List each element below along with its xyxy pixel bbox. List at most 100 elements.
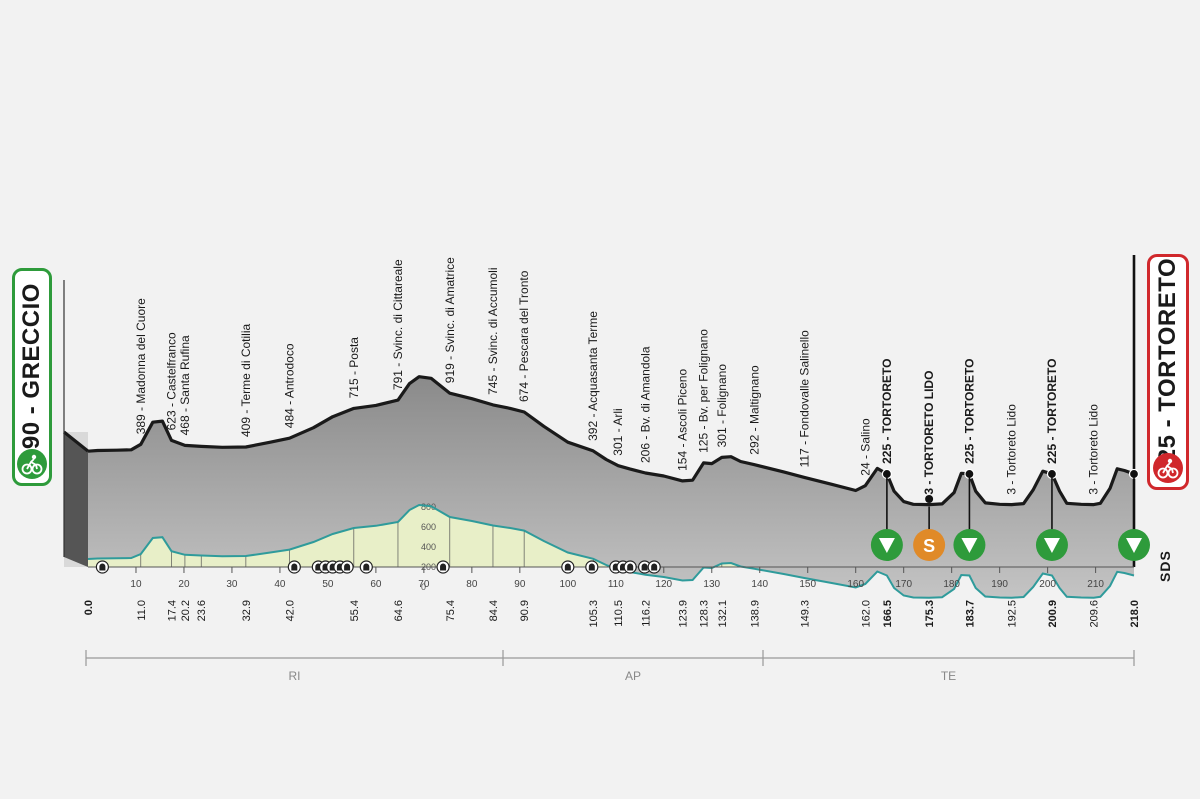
- distance-tick-label: 120: [655, 579, 672, 590]
- km-label: 116.2: [641, 600, 653, 627]
- waypoint-label: 623 - Castelfranco: [165, 332, 179, 430]
- km-label: 209.6: [1089, 600, 1101, 628]
- tunnel-arch: [564, 563, 571, 571]
- tunnel-icon: [623, 560, 637, 574]
- waypoint-label: 484 - Antrodoco: [283, 343, 297, 428]
- green-marker-arrow: [1043, 538, 1060, 553]
- waypoint-label: 225 - TORTORETO: [880, 359, 894, 464]
- sprint-label: S: [923, 536, 935, 556]
- waypoint-label: 225 - TORTORETO: [962, 359, 976, 464]
- altitude-tick-label: 600: [421, 522, 436, 532]
- km-label: 55.4: [349, 600, 361, 621]
- sprint-dot: [925, 495, 934, 503]
- tunnel-arch: [627, 563, 634, 571]
- waypoint-label: 715 - Posta: [347, 337, 361, 399]
- distance-tick-label: 130: [703, 579, 720, 590]
- green-marker-arrow: [1126, 538, 1142, 553]
- green-marker-arrow: [961, 538, 978, 553]
- start-badge: 390 - GRECCIO: [12, 268, 52, 486]
- distance-tick-label: 110: [608, 579, 624, 590]
- finish-label: 225 - TORTORETO: [1154, 258, 1181, 477]
- km-label: 110.5: [613, 600, 625, 627]
- waypoint-label: 301 - Folignano: [715, 364, 729, 448]
- tunnel-icon: [647, 560, 661, 574]
- start-label: 390 - GRECCIO: [18, 282, 45, 463]
- km-label: 200.9: [1047, 600, 1059, 628]
- waypoint-label: 206 - Bv. di Amandola: [639, 346, 653, 463]
- waypoint-label: 301 - Arli: [611, 408, 625, 455]
- waypoint-label: 3 - Tortoreto Lido: [1087, 404, 1101, 495]
- km-label: 17.4: [167, 600, 179, 621]
- km-label: 64.6: [393, 600, 405, 621]
- distance-tick-label: 150: [799, 579, 816, 590]
- waypoint-label: 117 - Fondovalle Salinello: [797, 330, 811, 468]
- waypoint-label: 3 - Tortoreto Lido: [1005, 404, 1019, 495]
- km-label: 166.5: [882, 600, 894, 628]
- km-label: 32.9: [241, 600, 253, 621]
- tunnel-icon: [95, 560, 109, 574]
- waypoint-label: 292 - Maltignano: [748, 365, 762, 455]
- tunnel-icons: [95, 560, 661, 574]
- km-label: 138.9: [750, 600, 762, 628]
- km-label: 192.5: [1007, 600, 1019, 628]
- tunnel-icon: [359, 560, 373, 574]
- km-labels: 0.0 11.0 17.4 20.2 23.6 32.9 42.0 55.4 64.6 75.4 8…: [83, 600, 1141, 628]
- sprint-marker: [913, 529, 946, 561]
- tunnel-icon: [561, 560, 575, 574]
- km-label: 175.3: [924, 600, 936, 628]
- province-label: RI: [289, 669, 301, 683]
- cyclist-start-icon: [17, 449, 47, 479]
- tunnel-icon: [637, 560, 652, 574]
- distance-tick-label: 50: [322, 579, 334, 590]
- cyclist-finish-icon: [1153, 453, 1183, 483]
- waypoint-label: 24 - Salino: [858, 418, 872, 476]
- waypoint-labels: 389 - Madonna del Cuore 623 - Castelfranc…: [134, 257, 1101, 495]
- province-label: AP: [625, 669, 641, 683]
- waypoint-label: 3 - TORTORETO LIDO: [922, 371, 936, 495]
- brand-text: SDS: [1157, 550, 1173, 582]
- tunnel-arch: [291, 563, 298, 571]
- tunnel-arch: [99, 563, 106, 571]
- waypoint-label: 468 - Santa Rufina: [178, 335, 192, 435]
- tunnel-arch: [344, 563, 351, 571]
- distance-tick-label: 60: [370, 579, 382, 590]
- tunnel-arch: [641, 563, 648, 571]
- waypoint-label: 392 - Acquasanta Terme: [586, 311, 600, 441]
- tunnel-arch: [363, 563, 370, 571]
- tunnel-arch: [440, 563, 447, 571]
- waypoint-label: 225 - TORTORETO: [1045, 359, 1059, 464]
- waypoint-label: 409 - Terme di Cotilia: [239, 324, 253, 437]
- km-label: 75.4: [445, 600, 457, 621]
- km-label: 123.9: [678, 600, 690, 628]
- km-label: 42.0: [285, 600, 297, 621]
- tunnel-icon: [287, 560, 301, 574]
- km-label: 90.9: [519, 600, 531, 621]
- waypoint-label: 154 - Ascoli Piceno: [676, 369, 690, 471]
- km-label: 84.4: [488, 600, 500, 621]
- waypoint-label: 745 - Svinc. di Accumoli: [486, 268, 500, 395]
- km-label: 162.0: [860, 600, 872, 628]
- tunnel-icon: [436, 560, 450, 574]
- distance-tick-label: 140: [751, 579, 768, 590]
- km-label: 0.0: [83, 600, 95, 615]
- altitude-tick-label: 800: [421, 502, 436, 512]
- waypoint-label: 791 - Svinc. di Cittareale: [391, 259, 405, 390]
- km-label: 105.3: [588, 600, 600, 628]
- start-ramp-face: [64, 432, 88, 567]
- altitude-tick-label: 400: [421, 542, 436, 552]
- ridge-path: [87, 375, 1135, 507]
- start-ridge: [63, 430, 89, 453]
- brand-logo: SDS: [1157, 550, 1173, 582]
- distance-tick-label: 10: [130, 579, 142, 590]
- tunnel-icon: [340, 560, 354, 574]
- distance-tick-label: 200: [1039, 579, 1056, 590]
- tunnel-icon: [585, 560, 599, 574]
- distance-tick-label: 190: [991, 579, 1008, 590]
- km-label: 149.3: [799, 600, 811, 628]
- distance-tick-label: 90: [514, 579, 526, 590]
- km-label: 20.2: [180, 600, 192, 621]
- tunnel-arch: [588, 563, 595, 571]
- distance-tick-label: 30: [226, 579, 238, 590]
- waypoint-label: 125 - Bv. per Folignano: [697, 329, 711, 453]
